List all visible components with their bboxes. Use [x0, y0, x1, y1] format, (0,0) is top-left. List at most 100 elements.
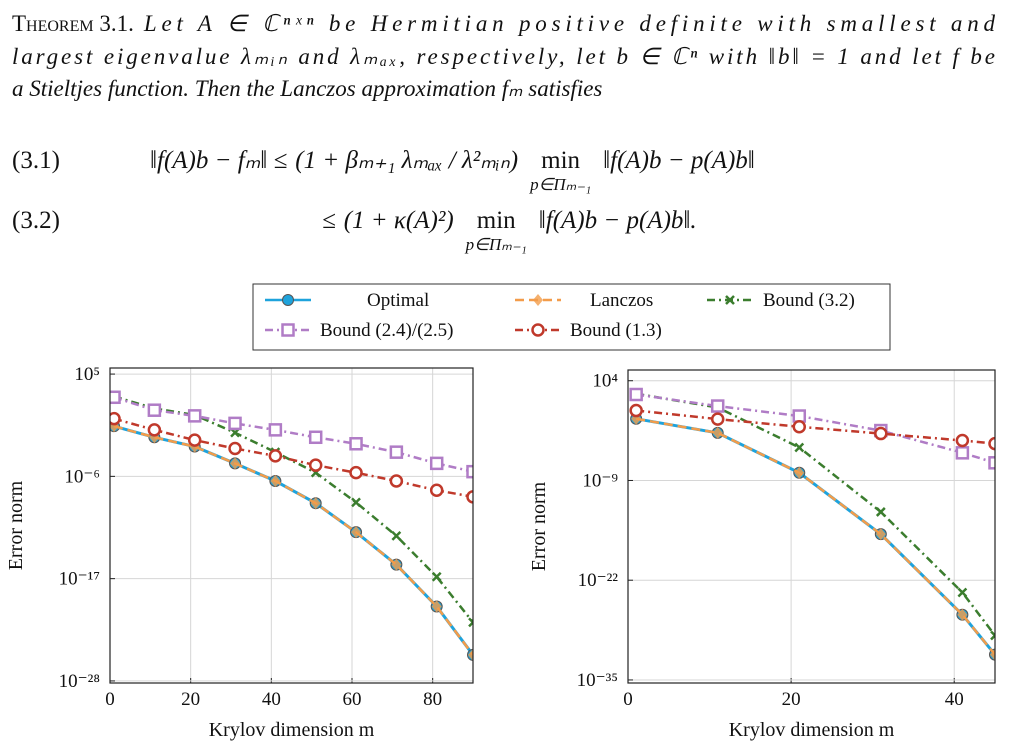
marker [466, 490, 473, 504]
marker [147, 423, 162, 437]
marker [389, 474, 404, 488]
x-tick-label: 0 [623, 689, 633, 710]
marker [794, 466, 805, 479]
marker [792, 420, 807, 434]
marker [466, 464, 473, 479]
plot-frame [109, 367, 474, 684]
legend-marker [282, 294, 294, 306]
equation-factor: (1 + κ(A)²) [344, 207, 454, 234]
marker [468, 617, 473, 628]
x-tick-label: 20 [181, 689, 200, 710]
y-tick-label: 10⁻²⁸ [59, 671, 100, 692]
x-tick-label: 40 [262, 689, 281, 710]
marker [629, 403, 643, 418]
equation-rhs: ‖f(A)b − p(A)b‖. [539, 207, 697, 234]
marker [874, 426, 888, 441]
marker [429, 456, 444, 471]
equation-min-sub: p∈Πₘ₋₁ [529, 175, 591, 194]
y-tick-label: 10⁻⁹ [582, 470, 618, 491]
legend-label: Bound (2.4)/(2.5) [320, 320, 454, 341]
plot-area [629, 387, 995, 661]
series-line [635, 392, 995, 637]
equation-lhs: ≤ [322, 207, 336, 234]
theorem-line: Let A ∈ ℂⁿˣⁿ be Hermitian positive defin… [143, 11, 996, 36]
legend: Optimal Lanczos Bound (3.2) Bound (2.4)/(2.… [252, 283, 891, 351]
marker [875, 507, 886, 517]
equation-rhs: ‖f(A)b − p(A)b‖ [603, 147, 755, 174]
legend-label: Optimal [367, 290, 429, 311]
series-line [113, 396, 473, 473]
equation-min: min [541, 147, 580, 174]
y-tick-label: 10⁻⁶ [64, 466, 100, 487]
series-line [635, 417, 995, 656]
series-line [113, 395, 473, 624]
marker [431, 600, 442, 613]
marker [308, 430, 323, 445]
chart: 0 20 40 10⁴ 10⁻⁹ 10⁻²² 10⁻³⁵ Krylov dimension m… [528, 369, 996, 741]
marker [875, 528, 886, 541]
y-tick-label: 10⁻²² [578, 570, 619, 591]
marker [110, 411, 121, 426]
legend-label: Lanczos [590, 290, 653, 311]
legend-marker [531, 323, 545, 337]
marker [391, 530, 402, 541]
marker [389, 445, 404, 459]
y-axis-title: Error norm [5, 480, 27, 570]
legend-label: Bound (3.2) [763, 290, 855, 311]
theorem-line: a Stieltjes function. Then the Lanczos a… [12, 76, 602, 101]
equation-min-sub: p∈Πₘ₋₁ [465, 235, 527, 254]
marker [228, 416, 242, 431]
marker [268, 449, 283, 463]
marker [110, 390, 121, 405]
series-line [113, 417, 473, 499]
y-tick-label: 10⁴ [592, 371, 618, 392]
series-line [113, 424, 473, 656]
marker [230, 457, 241, 470]
marker [349, 437, 363, 451]
marker [712, 426, 723, 439]
marker [792, 409, 807, 423]
y-axis-title: Error norm [528, 481, 550, 571]
legend-marker [725, 295, 735, 305]
legend-marker [281, 323, 295, 337]
marker [147, 403, 162, 417]
marker [988, 456, 995, 470]
marker [187, 433, 202, 447]
x-tick-label: 80 [423, 689, 442, 710]
marker [351, 526, 362, 539]
theorem-heading: Theorem 3.1. [12, 11, 134, 36]
x-axis-title: Krylov dimension m [729, 719, 895, 741]
marker [310, 497, 321, 510]
x-axis-title: Krylov dimension m [209, 719, 375, 741]
marker [957, 608, 968, 621]
series-line [636, 409, 995, 445]
series-line [635, 417, 995, 656]
equation-label: (3.1) [12, 147, 60, 174]
chart: 0 20 40 60 80 10⁵ 10⁻⁶ 10⁻¹⁷ 10⁻²⁸ Krylov dimensi… [5, 364, 474, 741]
equation-lhs: ‖f(A)b − fₘ‖ ≤ [150, 147, 287, 174]
marker [268, 423, 283, 437]
marker [710, 399, 725, 413]
equation-label: (3.2) [12, 207, 60, 234]
marker [794, 442, 805, 453]
marker [957, 587, 968, 598]
legend-marker [533, 294, 543, 306]
marker [468, 648, 473, 661]
marker [988, 436, 995, 451]
legend-frame [252, 283, 891, 351]
marker [429, 483, 444, 498]
marker [629, 387, 643, 402]
x-tick-label: 0 [105, 689, 115, 710]
y-tick-label: 10⁵ [74, 364, 100, 385]
marker [351, 497, 361, 508]
y-tick-label: 10⁻¹⁷ [59, 569, 100, 590]
marker [391, 558, 402, 571]
plot-area [110, 390, 473, 661]
marker [270, 474, 281, 487]
marker [990, 630, 995, 641]
x-tick-label: 40 [945, 689, 964, 710]
x-tick-label: 20 [782, 689, 801, 710]
legend-label: Bound (1.3) [570, 320, 662, 341]
plot-frame [627, 369, 996, 684]
